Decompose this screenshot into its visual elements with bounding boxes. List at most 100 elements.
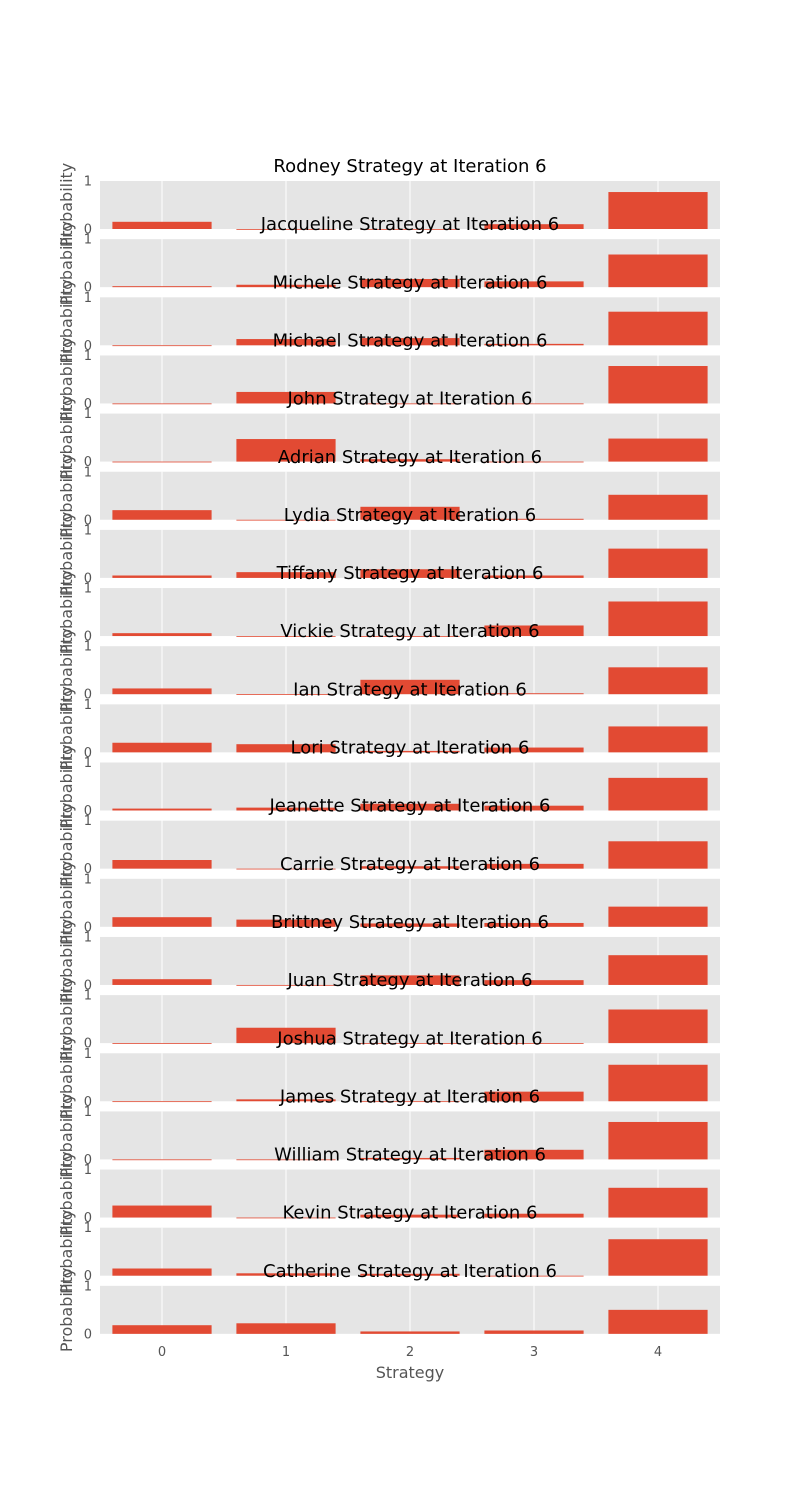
subplot-title: Rodney Strategy at Iteration 6 bbox=[273, 156, 546, 177]
y-tick-label: 1 bbox=[84, 1163, 92, 1178]
bar bbox=[484, 625, 584, 637]
y-axis-label: Probability bbox=[57, 1151, 76, 1236]
subplot-title: Jeanette Strategy at Iteration 6 bbox=[269, 796, 551, 817]
y-axis-label: Probability bbox=[57, 395, 76, 480]
y-tick-label: 1 bbox=[84, 814, 92, 829]
y-axis-label: Probability bbox=[57, 686, 76, 771]
bar bbox=[484, 224, 584, 229]
bar bbox=[236, 284, 336, 288]
bar bbox=[236, 919, 336, 927]
y-axis-label: Probability bbox=[57, 861, 76, 946]
bar bbox=[484, 1149, 584, 1160]
y-axis-label: Probability bbox=[57, 628, 76, 713]
bar bbox=[484, 403, 584, 405]
subplot-title: Joshua Strategy at Iteration 6 bbox=[276, 1028, 542, 1049]
y-tick-label: 0 bbox=[84, 1095, 92, 1110]
bar bbox=[236, 391, 336, 404]
y-tick-label: 1 bbox=[84, 989, 92, 1004]
y-tick-label: 1 bbox=[84, 465, 92, 480]
y-tick-label: 1 bbox=[84, 175, 92, 190]
y-tick-label: 1 bbox=[84, 291, 92, 306]
x-tick-label: 2 bbox=[406, 1345, 414, 1360]
bar bbox=[484, 1213, 584, 1218]
bar bbox=[360, 1273, 460, 1276]
bar bbox=[112, 742, 212, 753]
subplot-panel: 01 Probability bbox=[57, 1151, 720, 1236]
bar bbox=[484, 1091, 584, 1102]
bar bbox=[608, 777, 708, 811]
y-tick-label: 0 bbox=[84, 339, 92, 354]
y-tick-label: 0 bbox=[84, 688, 92, 703]
subplot-title: Brittney Strategy at Iteration 6 bbox=[271, 912, 549, 933]
subplot-title: Tiffany Strategy at Iteration 6 bbox=[276, 563, 544, 584]
bar bbox=[608, 1064, 708, 1102]
subplot-title: Michael Strategy at Iteration 6 bbox=[273, 330, 548, 351]
bar bbox=[112, 1101, 212, 1103]
bar bbox=[112, 808, 212, 811]
bar bbox=[236, 1159, 336, 1161]
subplot-title: Jacqueline Strategy at Iteration 6 bbox=[260, 214, 560, 235]
y-axis-label: Probability bbox=[57, 337, 76, 422]
subplot-title: Lori Strategy at Iteration 6 bbox=[290, 738, 529, 759]
y-tick-label: 1 bbox=[84, 640, 92, 655]
bar bbox=[484, 281, 584, 288]
bar bbox=[112, 1268, 212, 1276]
y-tick-label: 0 bbox=[84, 978, 92, 993]
bar bbox=[360, 1214, 460, 1218]
subplot-title: Michele Strategy at Iteration 6 bbox=[273, 272, 548, 293]
bar bbox=[112, 575, 212, 578]
y-tick-label: 1 bbox=[84, 1047, 92, 1062]
x-tick-label: 1 bbox=[282, 1345, 290, 1360]
bar bbox=[360, 278, 460, 288]
bar bbox=[484, 980, 584, 985]
bar bbox=[360, 229, 460, 230]
bar bbox=[236, 807, 336, 811]
bar bbox=[112, 403, 212, 405]
bar bbox=[608, 1121, 708, 1160]
y-tick-label: 1 bbox=[84, 582, 92, 597]
bar bbox=[236, 1099, 336, 1102]
subplot-title: Adrian Strategy at Iteration 6 bbox=[278, 447, 542, 468]
y-axis-label: Probability bbox=[57, 1268, 76, 1353]
y-tick-label: 1 bbox=[84, 872, 92, 887]
bar bbox=[484, 343, 584, 346]
y-tick-label: 0 bbox=[84, 746, 92, 761]
bar bbox=[236, 744, 336, 753]
y-axis-label: Probability bbox=[57, 221, 76, 306]
y-tick-label: 0 bbox=[84, 1153, 92, 1168]
bar bbox=[236, 636, 336, 637]
y-tick-label: 1 bbox=[84, 698, 92, 713]
bar bbox=[236, 868, 336, 870]
x-axis-label: Strategy bbox=[376, 1363, 445, 1382]
bar bbox=[608, 667, 708, 695]
y-tick-label: 0 bbox=[84, 1269, 92, 1284]
x-tick-label: 0 bbox=[158, 1345, 166, 1360]
y-tick-label: 0 bbox=[84, 397, 92, 412]
bar bbox=[360, 923, 460, 927]
bar bbox=[112, 1325, 212, 1334]
y-tick-label: 1 bbox=[84, 233, 92, 248]
bar bbox=[360, 679, 460, 695]
subplot-titles: Rodney Strategy at Iteration 6 Jacqueline… bbox=[260, 156, 560, 1282]
y-tick-label: 0 bbox=[84, 804, 92, 819]
bar bbox=[608, 438, 708, 462]
y-tick-label: 0 bbox=[84, 281, 92, 296]
bar bbox=[112, 286, 212, 288]
bar bbox=[360, 636, 460, 637]
bar bbox=[360, 506, 460, 520]
bar bbox=[112, 345, 212, 347]
y-axis-label: Probability bbox=[57, 977, 76, 1062]
y-tick-label: 1 bbox=[84, 930, 92, 945]
bar bbox=[360, 459, 460, 462]
y-tick-label: 0 bbox=[84, 630, 92, 645]
subplot-title: William Strategy at Iteration 6 bbox=[274, 1145, 546, 1166]
bar bbox=[608, 906, 708, 927]
bar bbox=[608, 841, 708, 869]
